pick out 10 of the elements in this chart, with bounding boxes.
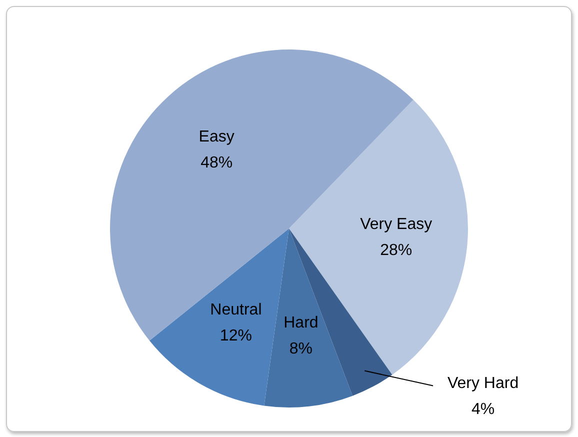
data-label: 12% — [220, 327, 252, 344]
data-label: 28% — [380, 242, 412, 260]
slice-label: Very Hard — [447, 375, 519, 392]
slice-label: Easy — [198, 128, 234, 146]
slice-label: Very Easy — [360, 216, 432, 234]
slice-label: Neutral — [210, 301, 262, 318]
data-label: 8% — [289, 340, 313, 358]
data-label: 48% — [200, 154, 233, 172]
data-label: 4% — [471, 401, 495, 418]
slice-label: Hard — [284, 314, 318, 332]
